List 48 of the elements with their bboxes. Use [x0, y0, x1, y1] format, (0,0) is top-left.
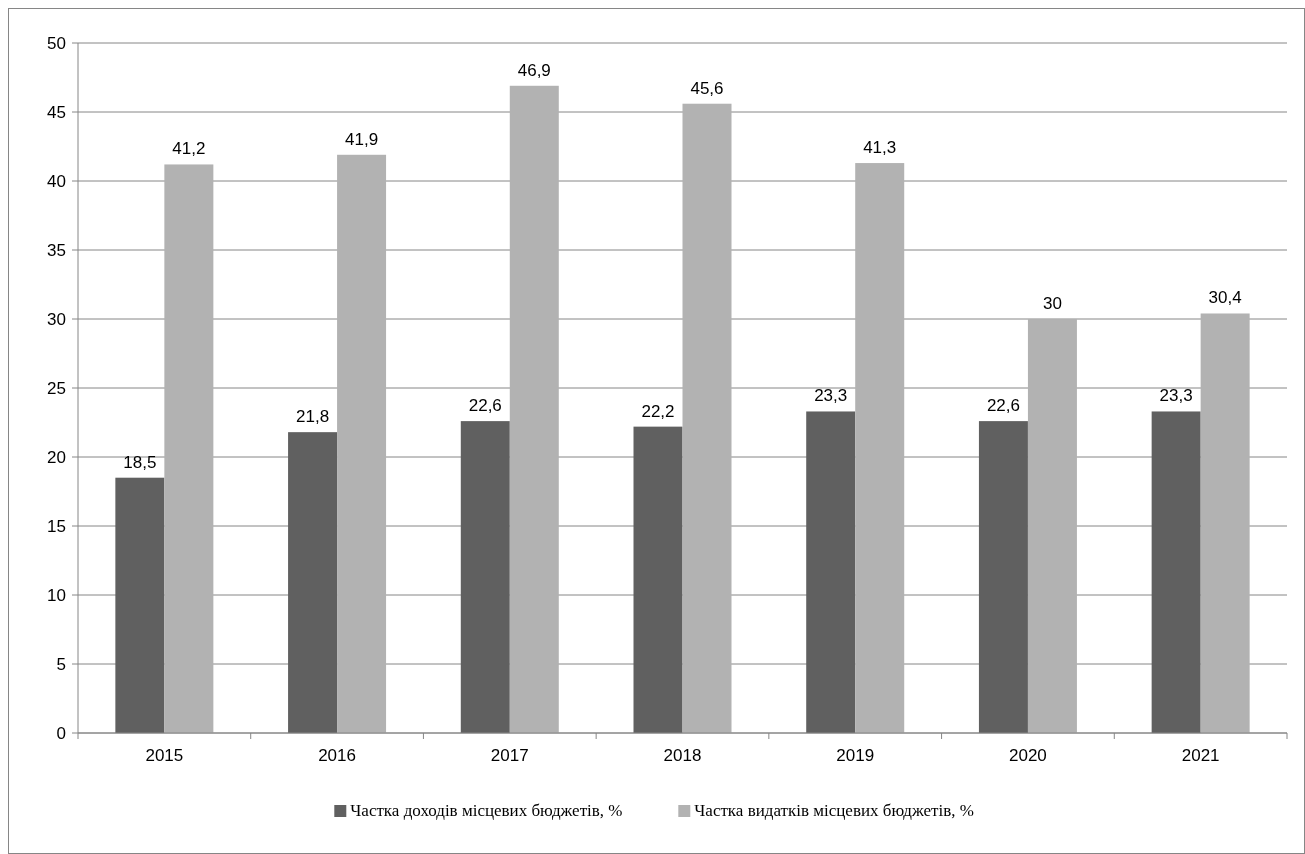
data-label: 22,6 — [986, 396, 1020, 416]
bar — [509, 85, 559, 733]
x-tick-label: 2016 — [318, 746, 356, 765]
data-label: 45,6 — [690, 78, 724, 98]
bar — [115, 477, 165, 733]
data-label: 41,2 — [172, 139, 206, 159]
x-tick-label: 2018 — [663, 746, 702, 765]
legend-label: Частка доходів місцевих бюджетів, % — [350, 801, 623, 820]
legend-label: Частка видатків місцевих бюджетів, % — [694, 801, 974, 820]
bar — [288, 432, 338, 733]
y-tick-label: 10 — [47, 585, 66, 605]
bar — [978, 421, 1028, 733]
bar — [460, 421, 510, 733]
x-tick-label: 2020 — [1009, 746, 1047, 765]
bar — [1027, 319, 1077, 733]
data-label: 41,9 — [345, 129, 379, 149]
data-label: 41,3 — [863, 138, 897, 158]
data-label: 30,4 — [1208, 288, 1242, 308]
y-tick-label: 20 — [47, 447, 66, 467]
y-tick-label: 30 — [47, 309, 66, 329]
y-tick-label: 45 — [47, 102, 66, 122]
x-tick-label: 2019 — [836, 746, 875, 765]
y-tick-label: 5 — [56, 654, 66, 674]
bar — [682, 103, 732, 733]
y-tick-label: 15 — [47, 516, 66, 536]
bar — [1151, 411, 1201, 733]
y-tick-label: 0 — [56, 723, 66, 743]
data-label: 46,9 — [517, 60, 551, 80]
data-label: 23,3 — [814, 386, 848, 406]
bar — [806, 411, 856, 733]
bar — [633, 426, 683, 733]
x-tick-label: 2015 — [145, 746, 184, 765]
data-label: 30 — [1042, 294, 1062, 313]
data-label: 23,3 — [1159, 386, 1193, 406]
x-tick-label: 2017 — [490, 746, 529, 765]
bar — [164, 164, 214, 733]
data-label: 22,2 — [641, 401, 675, 421]
y-tick-label: 40 — [47, 171, 66, 191]
data-label: 18,5 — [123, 452, 157, 472]
y-tick-label: 35 — [47, 240, 66, 260]
x-tick-label: 2021 — [1181, 746, 1220, 765]
bar — [855, 163, 905, 733]
y-tick-label: 50 — [47, 33, 66, 53]
y-tick-label: 25 — [47, 378, 66, 398]
bar — [337, 154, 387, 733]
data-label: 22,6 — [468, 396, 502, 416]
data-label: 21,8 — [296, 407, 330, 427]
bar — [1200, 313, 1250, 733]
